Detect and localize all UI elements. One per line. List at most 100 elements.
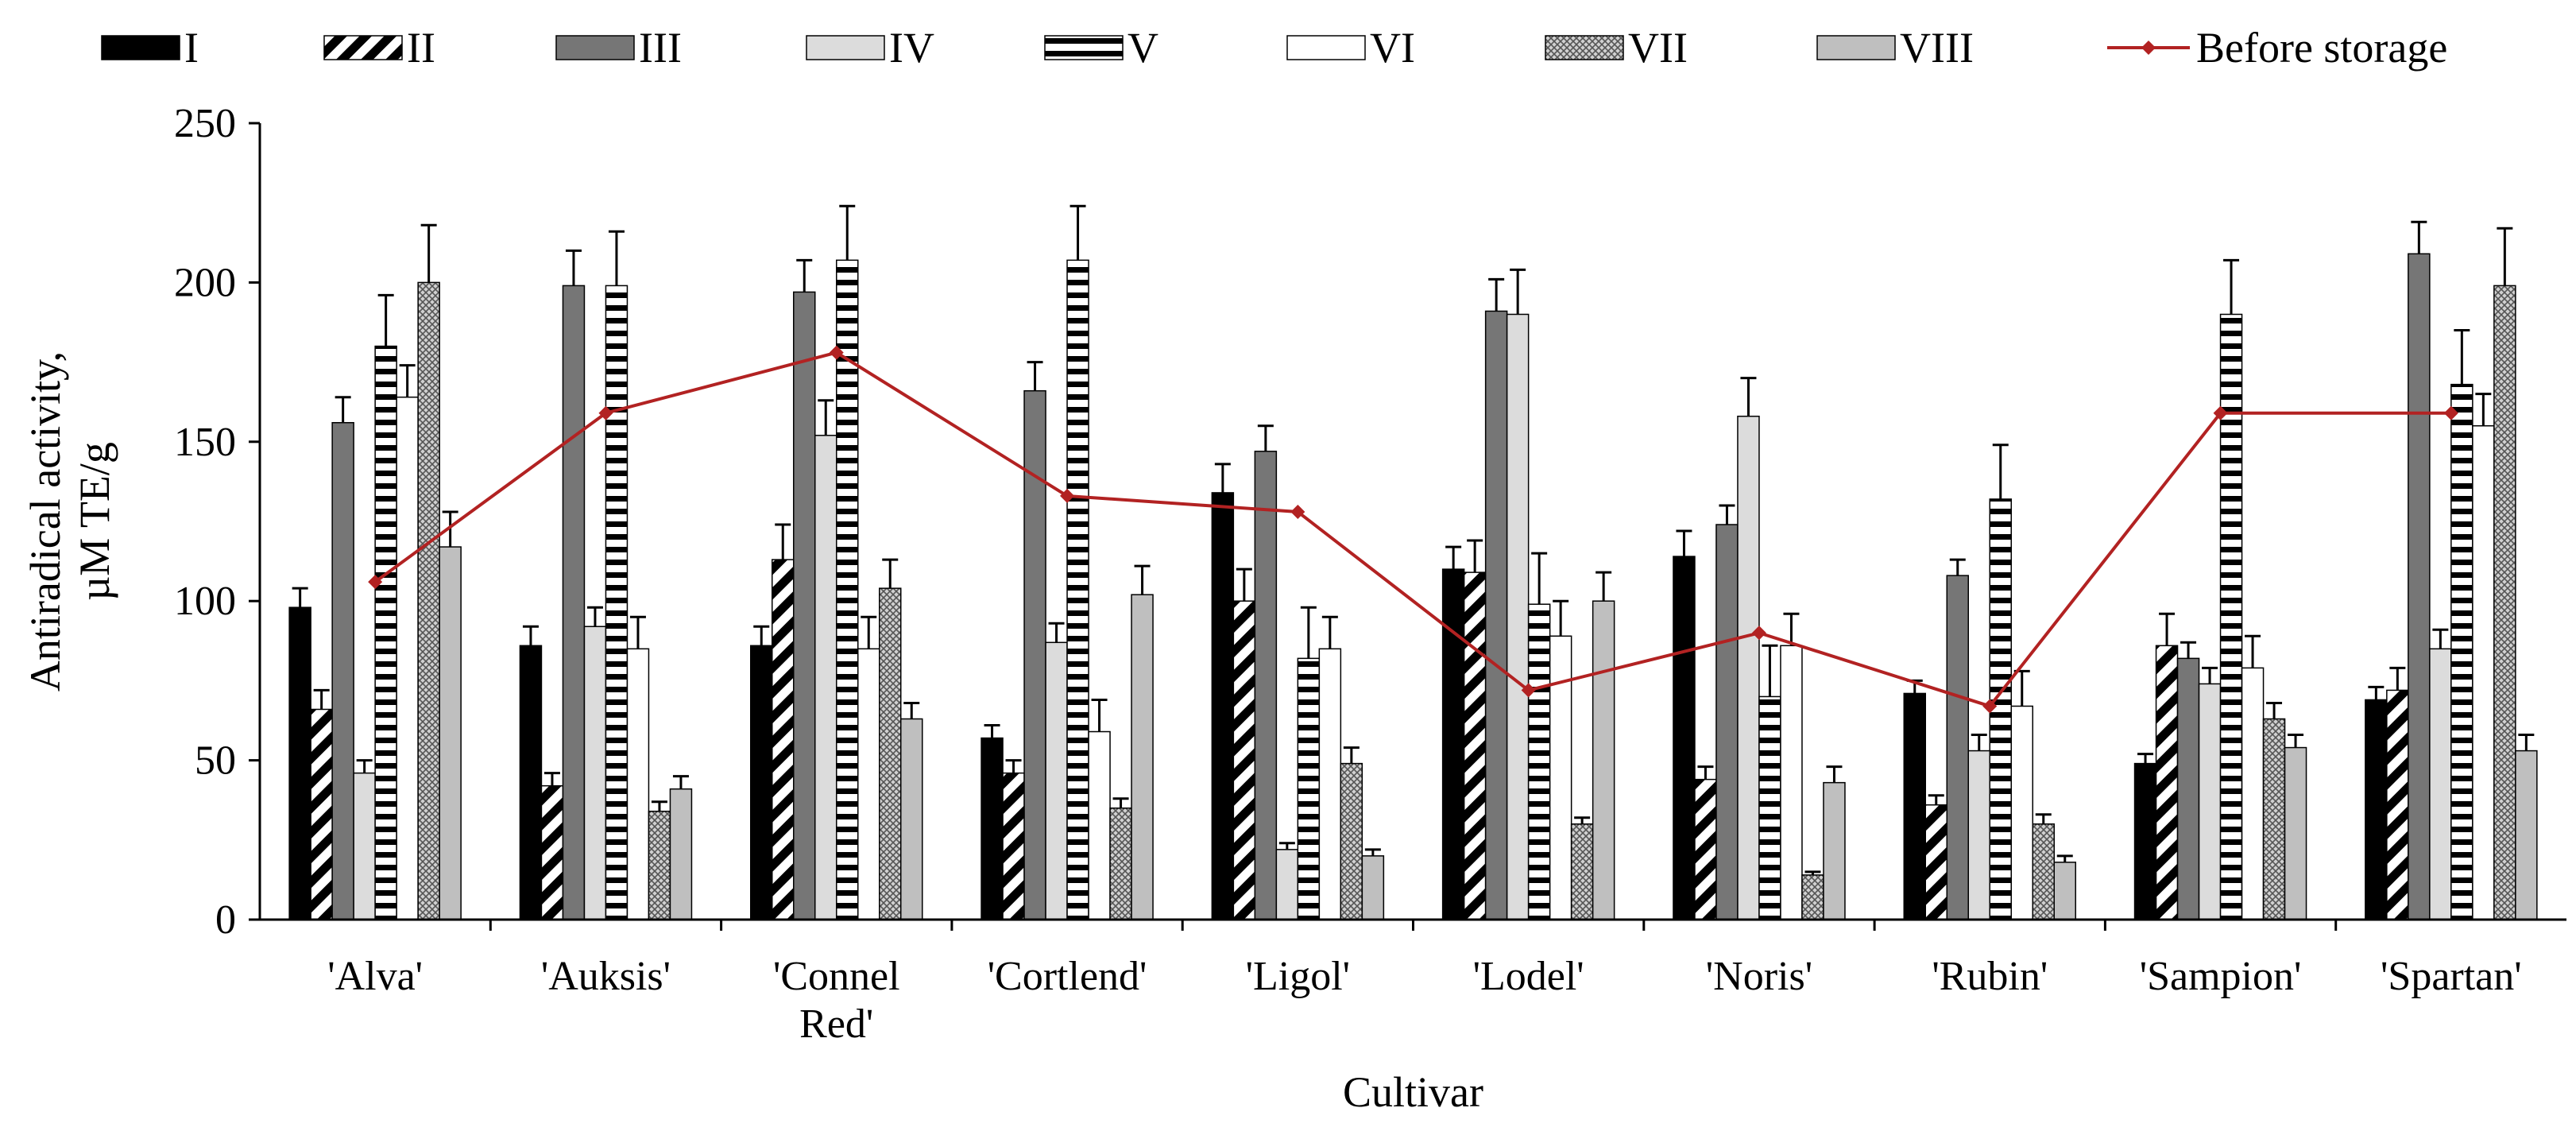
x-tick-label-cortlend: 'Cortlend' xyxy=(988,954,1147,999)
bar-vii-lodel xyxy=(1570,823,1594,920)
bar-i-auksis xyxy=(519,645,543,920)
legend-swatch-viii xyxy=(1816,35,1896,60)
legend-swatch-iii xyxy=(555,35,635,60)
bar-v-alva xyxy=(374,345,397,920)
x-tick-label-line: 'Spartan' xyxy=(2381,954,2522,999)
x-tick-label-line: Red' xyxy=(799,1001,873,1047)
bar-v-spartan xyxy=(2450,383,2474,920)
x-tick-label-ligol: 'Ligol' xyxy=(1246,954,1350,999)
bar-viii-noris xyxy=(1823,781,1846,920)
bar-i-lodel xyxy=(1441,568,1465,920)
bar-iii-rubin xyxy=(1946,575,1969,920)
bar-iii-alva xyxy=(331,422,354,920)
axes: 0 50 100 150 200 250 'Alva' 'Auksis' 'Connel Red'… xyxy=(174,101,2566,1047)
y-tick-label-200: 200 xyxy=(174,260,236,305)
bar-iii-spartan xyxy=(2408,253,2431,920)
bar-ii-spartan xyxy=(2386,689,2409,920)
bar-iv-spartan xyxy=(2429,648,2452,920)
x-tick-label-line: 'Auksis' xyxy=(541,954,671,999)
bar-v-noris xyxy=(1758,695,1781,920)
x-tick-label-line: 'Alva' xyxy=(327,954,423,999)
bar-viii-lodel xyxy=(1592,600,1615,920)
bar-vii-rubin xyxy=(2032,823,2055,920)
bar-viii-connel-red xyxy=(900,718,923,920)
bar-iv-alva xyxy=(353,772,376,920)
before-storage-point-2 xyxy=(598,405,613,420)
y-tick-label-150: 150 xyxy=(174,420,236,465)
y-tick-label-0: 0 xyxy=(215,897,236,943)
bar-viii-auksis xyxy=(669,788,693,920)
bar-vii-noris xyxy=(1801,874,1824,920)
x-tick-label-connel-red: 'Connel Red' xyxy=(773,954,900,1047)
x-tick-label-auksis: 'Auksis' xyxy=(541,954,671,999)
bar-vi-alva xyxy=(396,396,419,920)
bar-vii-ligol xyxy=(1340,762,1363,920)
y-tick-label-50: 50 xyxy=(195,738,236,784)
x-tick-label-line: 'Noris' xyxy=(1706,954,1812,999)
bar-iv-cortlend xyxy=(1045,641,1068,920)
bar-iv-auksis xyxy=(583,626,607,920)
x-tick-label-rubin: 'Rubin' xyxy=(1932,954,2048,999)
bar-viii-cortlend xyxy=(1131,594,1154,920)
bar-i-connel-red xyxy=(750,645,773,920)
bar-ii-cortlend xyxy=(1002,772,1025,920)
x-tick-label-line: 'Connel xyxy=(773,954,900,999)
x-tick-label-line: 'Lodel' xyxy=(1473,954,1584,999)
bar-v-sampion xyxy=(2219,313,2243,920)
bar-iv-lodel xyxy=(1506,313,1530,920)
bar-vii-cortlend xyxy=(1109,807,1132,920)
bar-iii-ligol xyxy=(1254,451,1278,920)
bar-iii-connel-red xyxy=(793,291,816,920)
bar-iv-connel-red xyxy=(814,435,837,920)
bar-i-alva xyxy=(288,606,311,920)
bar-viii-sampion xyxy=(2284,746,2307,920)
bar-v-cortlend xyxy=(1066,259,1089,920)
x-tick-label-lodel: 'Lodel' xyxy=(1473,954,1584,999)
y-axis-title-line: µM TE/g xyxy=(71,442,118,601)
legend-swatch-vii xyxy=(1545,35,1624,60)
before-storage-point-4 xyxy=(1060,488,1075,503)
bar-vii-alva xyxy=(417,281,440,920)
bar-vii-sampion xyxy=(2262,718,2286,920)
before-storage-point-1 xyxy=(368,575,383,590)
bar-vii-spartan xyxy=(2493,285,2516,920)
before-storage-point-8 xyxy=(1982,699,1998,714)
legend-label-iii: III xyxy=(639,24,682,72)
y-tick-label-100: 100 xyxy=(174,579,236,624)
x-tick-label-line: 'Cortlend' xyxy=(988,954,1147,999)
y-axis-title: Antiradical activity,µM TE/g xyxy=(21,351,118,691)
x-tick-label-noris: 'Noris' xyxy=(1706,954,1812,999)
y-axis-title-line: Antiradical activity, xyxy=(21,351,69,691)
bar-iv-rubin xyxy=(1967,750,1990,920)
legend-label-v: V xyxy=(1127,24,1158,72)
x-tick-label-alva: 'Alva' xyxy=(327,954,423,999)
bar-iii-lodel xyxy=(1484,310,1508,920)
legend-label-i: I xyxy=(184,24,199,72)
legend-label-before-storage: Before storage xyxy=(2196,24,2447,72)
bar-ii-alva xyxy=(310,708,333,920)
bar-vi-ligol xyxy=(1318,648,1342,920)
bar-ii-auksis xyxy=(540,784,564,920)
before-storage-point-9 xyxy=(2213,405,2228,420)
y-tick-label-250: 250 xyxy=(174,101,236,146)
bar-i-sampion xyxy=(2133,762,2157,920)
bar-vi-lodel xyxy=(1549,635,1572,920)
legend: I II III IV V VI VII VIII Before storage xyxy=(101,24,2447,72)
legend-label-vii: VII xyxy=(1628,24,1688,72)
x-tick-label-spartan: 'Spartan' xyxy=(2381,954,2522,999)
bar-vi-spartan xyxy=(2472,425,2495,920)
bar-vii-auksis xyxy=(648,810,671,920)
bar-iv-noris xyxy=(1737,415,1760,920)
bar-iii-auksis xyxy=(562,285,586,920)
bar-vi-auksis xyxy=(626,648,650,920)
legend-label-vi: VI xyxy=(1370,24,1415,72)
bar-vi-sampion xyxy=(2241,667,2265,920)
legend-swatch-ii xyxy=(323,35,403,60)
legend-label-viii: VIII xyxy=(1900,24,1974,72)
legend-swatch-v xyxy=(1044,35,1124,60)
x-tick-label-line: 'Ligol' xyxy=(1246,954,1350,999)
before-storage-line xyxy=(373,351,2451,708)
x-tick-label-sampion: 'Sampion' xyxy=(2140,954,2302,999)
